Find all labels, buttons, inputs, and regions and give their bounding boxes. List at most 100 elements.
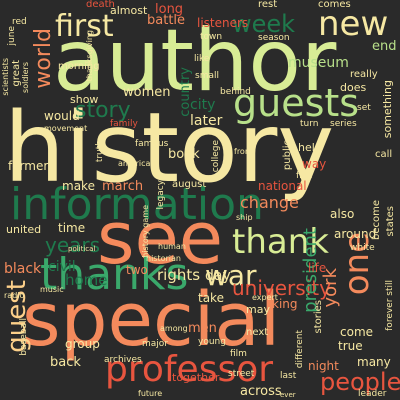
word: take [198,291,224,305]
word: museum [288,55,349,71]
word: death [86,0,115,10]
word: really [350,69,378,80]
word: series [330,119,357,129]
word: group [65,337,100,351]
word: one [337,232,377,296]
word: major [142,339,168,349]
word: stories [313,300,324,334]
word: movement [44,124,88,133]
word: thanks [40,249,189,300]
word: history game [141,205,150,258]
word: see [97,196,224,280]
word: come [340,325,374,339]
word: expert [252,293,278,302]
word: university [232,276,331,300]
word: thanksgiving [85,30,94,82]
word: two [126,263,148,277]
word: battle [147,13,186,28]
word: history [4,92,335,204]
word: listeners [197,16,249,30]
word: civil [48,259,76,275]
word: back [50,355,81,370]
word: like [194,54,210,64]
word: almost [110,4,148,17]
word: call [375,149,393,160]
word: home [65,271,108,289]
word: truth [95,140,105,163]
word: black [4,261,42,277]
word: set [357,103,371,113]
word: city [190,97,216,113]
word: famous [135,139,169,149]
word: street [228,369,255,379]
word: across [240,384,282,399]
word: thank [232,222,329,262]
word: among [160,324,188,333]
word: world [31,28,56,89]
word: human [158,242,186,251]
word: show [70,93,99,106]
word: book [168,147,200,162]
word: america [118,159,151,168]
word: first [55,9,114,44]
word: also [330,207,355,221]
word: national [258,179,307,193]
word: would [44,109,80,123]
word: professor [105,349,274,390]
word: town [200,32,223,42]
word: rest [258,0,278,10]
word: women [123,85,171,100]
word: radio [4,291,25,300]
word: story [75,98,131,123]
word: author [53,11,337,111]
word: season [258,33,290,43]
word: future [138,389,163,398]
word: turn [300,119,319,129]
word: political [68,245,96,253]
word: special [22,277,281,363]
word: scientists [1,58,10,96]
word: together [172,371,220,384]
word: front [234,147,254,156]
word: king [272,297,298,311]
word: men [188,321,217,336]
word: later [190,113,223,129]
word: comes [318,0,351,10]
word: legacy [156,180,166,210]
word: next [246,327,269,338]
word: public [282,140,293,171]
word: many [357,355,391,369]
word: red [12,17,27,27]
word: week [232,10,296,38]
word: night [308,359,339,373]
word: country [178,67,193,117]
word: does [340,81,367,94]
word: soldiers [21,62,30,93]
word: information [10,179,264,230]
word: may [246,303,270,316]
word: war [205,259,257,292]
word: leader [358,389,387,399]
word: true [338,339,363,353]
word: white [350,243,375,253]
word: film [230,349,247,359]
word: ever [280,391,296,399]
word: make [62,179,95,193]
word: march [102,179,144,194]
word: historian [146,254,181,263]
word: around [334,227,377,241]
word: archives [104,355,142,365]
word: states [385,206,396,237]
word: last [280,371,297,381]
word: forever still [385,280,395,331]
word: music [40,285,64,294]
word: day [205,268,231,284]
word: rights [157,266,201,284]
word: behind [220,87,251,97]
word: small [195,71,219,81]
word: former [8,159,49,173]
word: baseball [19,318,29,356]
word: family [110,119,138,129]
word: united [6,223,42,236]
